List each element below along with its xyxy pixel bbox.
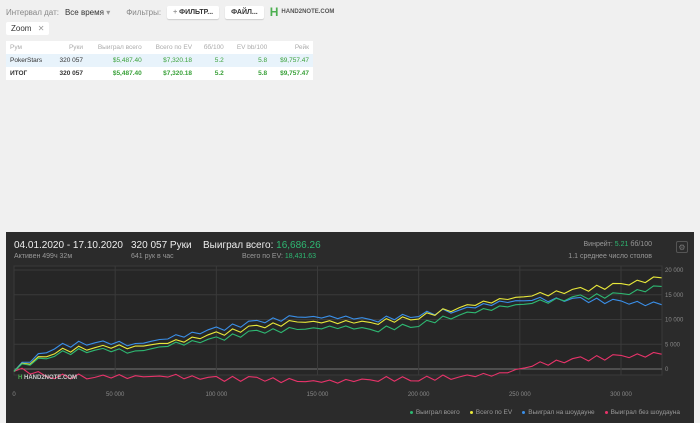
series-line bbox=[13, 276, 662, 372]
legend-label: Выиграл на шоудауне bbox=[528, 409, 595, 416]
col-evbb100[interactable]: EV bb/100 bbox=[236, 44, 268, 51]
legend: Выиграл всего Всего по EV Выиграл на шоуда… bbox=[409, 409, 680, 416]
watermark-text: HAND2NOTE.COM bbox=[24, 375, 78, 381]
ev-value: 18,431.63 bbox=[284, 253, 317, 260]
y-tick-label: 5 000 bbox=[665, 342, 681, 348]
ev-total: Всего по EV: 18,431.63 bbox=[242, 253, 316, 260]
stats-table: Рум Руки Выиграл всего Всего по EV бб/100 EV … bbox=[6, 41, 313, 80]
gear-icon[interactable]: ⚙ bbox=[676, 241, 688, 253]
cell: 320 057 bbox=[59, 57, 84, 64]
x-tick-label: 250 000 bbox=[509, 392, 531, 398]
series-line bbox=[13, 296, 662, 372]
x-tick-label: 150 000 bbox=[307, 392, 329, 398]
logo-icon: H bbox=[18, 375, 24, 381]
legend-label: Всего по EV bbox=[475, 409, 513, 416]
legend-item[interactable]: Всего по EV bbox=[469, 409, 513, 416]
interval-select[interactable]: Все время ▾ bbox=[65, 8, 110, 17]
winrate-label: Винрейт: bbox=[583, 241, 613, 248]
plus-icon: + bbox=[173, 8, 180, 16]
winrate-value: 5.21 bbox=[614, 241, 629, 248]
cell: 5.8 bbox=[258, 57, 268, 64]
table-total-row: ИТОГ 320 057 $5,487.40 $7,320.18 5.2 5.8 $9,75… bbox=[6, 67, 313, 80]
interval-value: Все время bbox=[64, 7, 104, 17]
won-label: Выиграл всего: bbox=[203, 240, 274, 251]
interval-label: Интервал дат: bbox=[6, 7, 59, 17]
legend-label: Выиграл всего bbox=[415, 409, 460, 416]
avg-tables: 1.1 среднее число столов bbox=[568, 253, 652, 260]
date-range: 04.01.2020 - 17.10.2020 bbox=[14, 240, 123, 251]
chart: 0 5 000 10 000 15 000 20 000 0 50 000 100 000 15… bbox=[12, 265, 684, 398]
graph-panel: 04.01.2020 - 17.10.2020 Активен 499ч 32м… bbox=[6, 232, 694, 423]
cell: $9,757.47 bbox=[280, 57, 309, 64]
y-tick-label: 15 000 bbox=[665, 293, 684, 299]
cell: $5,487.40 bbox=[112, 70, 142, 77]
legend-dot bbox=[469, 410, 473, 414]
active-time: Активен 499ч 32м bbox=[14, 253, 73, 260]
file-button[interactable]: ФАЙЛ... bbox=[225, 5, 264, 19]
col-rake[interactable]: Рейк bbox=[294, 44, 309, 51]
x-tick-label: 200 000 bbox=[408, 392, 430, 398]
cell: 5.2 bbox=[214, 57, 224, 64]
x-tick-label: 0 bbox=[12, 392, 16, 398]
table-row[interactable]: PokerStars 320 057 $5,487.40 $7,320.18 5.2 5.… bbox=[6, 54, 313, 67]
plot-area bbox=[13, 265, 663, 376]
cell: 5.2 bbox=[214, 70, 224, 77]
table-header: Рум Руки Выиграл всего Всего по EV бб/100 EV … bbox=[6, 41, 313, 54]
col-won[interactable]: Выиграл всего bbox=[97, 44, 142, 51]
hands-rate: 641 рук в час bbox=[131, 253, 174, 260]
legend-dot bbox=[604, 410, 608, 414]
filter-button[interactable]: + ФИЛЬТР... bbox=[167, 5, 220, 19]
filter-button-label: ФИЛЬТР... bbox=[179, 8, 214, 16]
winrate: Винрейт: 5.21 бб/100 bbox=[584, 241, 652, 248]
cell: ИТОГ bbox=[10, 70, 28, 77]
y-tick-label: 10 000 bbox=[665, 318, 684, 324]
logo-text: HAND2NOTE.COM bbox=[281, 9, 335, 15]
logo-icon: H bbox=[269, 5, 279, 19]
x-tick-label: 100 000 bbox=[205, 392, 227, 398]
legend-label: Выиграл без шоудауна bbox=[610, 409, 680, 416]
cell: $5,487.40 bbox=[112, 57, 142, 64]
logo: H HAND2NOTE.COM bbox=[270, 5, 335, 19]
cell: $9,757.47 bbox=[280, 70, 309, 77]
legend-dot bbox=[409, 410, 413, 414]
legend-item[interactable]: Выиграл всего bbox=[409, 409, 460, 416]
x-tick-label: 300 000 bbox=[610, 392, 632, 398]
x-tick-label: 50 000 bbox=[106, 392, 125, 398]
ev-label: Всего по EV: bbox=[242, 253, 283, 260]
cell: 320 057 bbox=[59, 70, 84, 77]
close-icon[interactable]: ✕ bbox=[37, 24, 45, 33]
toolbar: Интервал дат: Все время ▾ Фильтры: + ФИЛ… bbox=[6, 4, 334, 20]
cell: 5.8 bbox=[258, 70, 268, 77]
winrate-unit: бб/100 bbox=[630, 241, 652, 248]
col-ev[interactable]: Всего по EV bbox=[155, 44, 193, 51]
y-tick-label: 0 bbox=[665, 367, 669, 373]
legend-item[interactable]: Выиграл на шоудауне bbox=[522, 409, 595, 416]
cell: $7,320.18 bbox=[163, 70, 193, 77]
watermark: H HAND2NOTE.COM bbox=[18, 375, 77, 381]
col-room[interactable]: Рум bbox=[10, 44, 22, 51]
chip-label: Zoom bbox=[11, 24, 32, 33]
cell: $7,320.18 bbox=[163, 57, 193, 64]
col-hands[interactable]: Руки bbox=[68, 44, 84, 51]
series-line bbox=[13, 351, 662, 384]
legend-dot bbox=[522, 410, 526, 414]
won-total: Выиграл всего: 16,686.26 bbox=[203, 240, 321, 251]
hands-count: 320 057 Руки bbox=[131, 240, 192, 251]
won-value: 16,686.26 bbox=[276, 240, 321, 251]
y-tick-label: 20 000 bbox=[665, 268, 684, 274]
filters-label: Фильтры: bbox=[126, 7, 162, 17]
series-line bbox=[13, 285, 662, 372]
cell: PokerStars bbox=[10, 57, 43, 64]
col-bb100[interactable]: бб/100 bbox=[203, 44, 224, 51]
legend-item[interactable]: Выиграл без шоудауна bbox=[604, 409, 680, 416]
chevron-down-icon: ▾ bbox=[106, 7, 111, 17]
zoom-chip[interactable]: Zoom ✕ bbox=[6, 22, 50, 35]
